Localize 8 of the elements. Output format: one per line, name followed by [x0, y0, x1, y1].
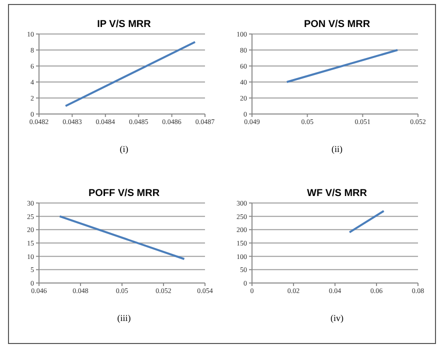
chart-title: POFF V/S MRR	[87, 188, 161, 199]
chart-title: PON V/S MRR	[302, 19, 372, 30]
text: (iii)	[116, 313, 132, 323]
text: (i)	[118, 144, 130, 154]
chart-title: WF V/S MRR	[306, 188, 368, 199]
text: (ii)	[330, 144, 344, 154]
text: (iv)	[330, 313, 344, 323]
chart-title: IP V/S MRR	[96, 19, 152, 30]
